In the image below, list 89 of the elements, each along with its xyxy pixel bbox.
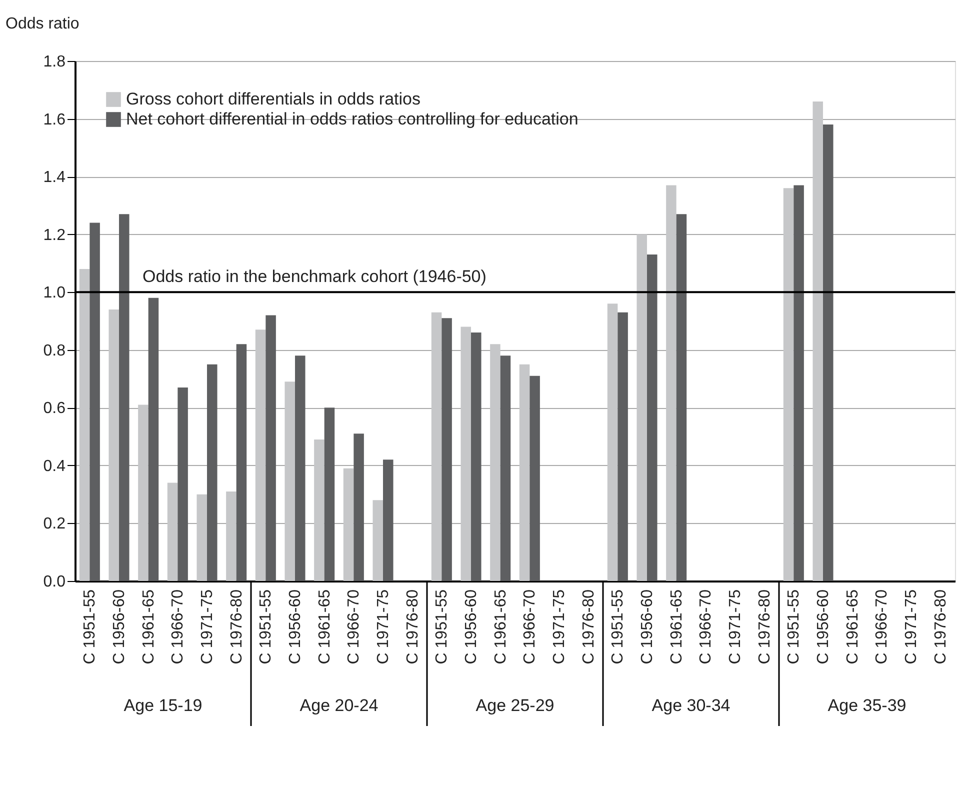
bar (119, 214, 130, 581)
bar (295, 356, 306, 581)
y-tick-label: 0.2 (43, 516, 66, 533)
text: Age 20-24 (300, 696, 378, 715)
x-tick-label: C 1951-55 (610, 589, 627, 664)
x-tick-label: C 1961-65 (492, 589, 510, 664)
bar (442, 318, 452, 581)
bar (431, 312, 442, 581)
bar (666, 185, 676, 581)
x-tick-label: C 1951-55 (786, 589, 803, 664)
bar (607, 304, 618, 581)
bar (372, 500, 383, 581)
y-axis-title: Odds ratio (6, 16, 80, 32)
x-tick-label: C 1971-75 (551, 589, 568, 664)
legend-label: Gross cohort differentials in odds ratios (126, 90, 420, 108)
bar (794, 185, 804, 581)
bar (314, 439, 324, 581)
x-tick-label: C 1976-80 (932, 589, 950, 664)
x-tick-label: C 1956-60 (639, 589, 656, 664)
ref-line-label: Odds ratio in the benchmark cohort (1946-50) (142, 267, 486, 286)
x-tick-label: C 1961-65 (140, 589, 158, 664)
text: Age 15-19 (124, 696, 202, 715)
y-tick-label: 1.4 (43, 169, 66, 186)
x-tick-label: C 1971-75 (199, 589, 216, 664)
y-tick-label: 1.8 (43, 54, 66, 70)
bar (783, 188, 794, 581)
bar (343, 468, 354, 581)
y-tick-label: 1.2 (43, 226, 66, 244)
y-tick-label: 0.0 (43, 574, 66, 590)
x-tick-label: C 1966-70 (346, 589, 363, 664)
bar (471, 332, 482, 581)
bar (108, 309, 119, 581)
bar (460, 326, 471, 581)
x-tick-label: C 1966-70 (698, 589, 715, 664)
y-tick-label: 0.4 (43, 458, 66, 475)
text: Age 25-29 (476, 696, 554, 715)
bar (207, 364, 218, 581)
bar (490, 344, 500, 581)
text: Age 35-39 (828, 696, 906, 715)
x-tick-label: C 1956-60 (111, 589, 128, 664)
bar (530, 376, 540, 581)
x-tick-label: C 1976-80 (404, 589, 422, 664)
bar (354, 434, 364, 581)
bar (138, 404, 148, 581)
bar (676, 214, 687, 581)
y-tick-label: 1.0 (43, 284, 66, 302)
x-tick-label: C 1961-65 (844, 589, 862, 664)
bar (284, 382, 295, 581)
bar (255, 330, 266, 581)
x-tick-label: C 1956-60 (463, 589, 480, 664)
x-tick-label: C 1966-70 (874, 589, 891, 664)
y-tick-label: 1.6 (43, 111, 66, 128)
x-tick-label: C 1961-65 (668, 589, 686, 664)
x-tick-label: C 1961-65 (316, 589, 334, 664)
bar (90, 222, 100, 581)
bar (167, 482, 178, 581)
bar (226, 491, 236, 581)
bar (823, 124, 834, 581)
bar (79, 269, 90, 581)
x-tick-label: C 1971-75 (727, 589, 744, 664)
bar (266, 315, 276, 581)
bar (324, 408, 335, 581)
bar (636, 234, 647, 581)
bar (519, 364, 530, 581)
bar (196, 494, 207, 581)
x-tick-label: C 1971-75 (375, 589, 392, 664)
bar (500, 356, 511, 581)
x-tick-label: C 1956-60 (287, 589, 304, 664)
x-tick-label: C 1976-80 (228, 589, 246, 664)
y-tick-label: 0.6 (43, 400, 66, 418)
bar (236, 344, 247, 581)
x-tick-label: C 1951-55 (258, 589, 275, 664)
x-tick-label: C 1966-70 (522, 589, 539, 664)
bar (812, 101, 823, 581)
x-tick-label: C 1966-70 (170, 589, 187, 664)
x-tick-label: C 1976-80 (756, 589, 774, 664)
bar (148, 298, 159, 581)
x-tick-label: C 1956-60 (815, 589, 832, 664)
bar (618, 312, 628, 581)
y-tick-label: 0.8 (43, 342, 66, 360)
text: Age 30-34 (652, 696, 730, 715)
bar (383, 460, 394, 581)
bar (178, 387, 188, 581)
bar (647, 254, 658, 581)
legend-label: Net cohort differential in odds ratios controlling for education (126, 110, 578, 128)
x-tick-label: C 1951-55 (434, 589, 451, 664)
x-tick-label: C 1951-55 (82, 589, 99, 664)
x-tick-label: C 1971-75 (903, 589, 920, 664)
x-tick-label: C 1976-80 (580, 589, 598, 664)
